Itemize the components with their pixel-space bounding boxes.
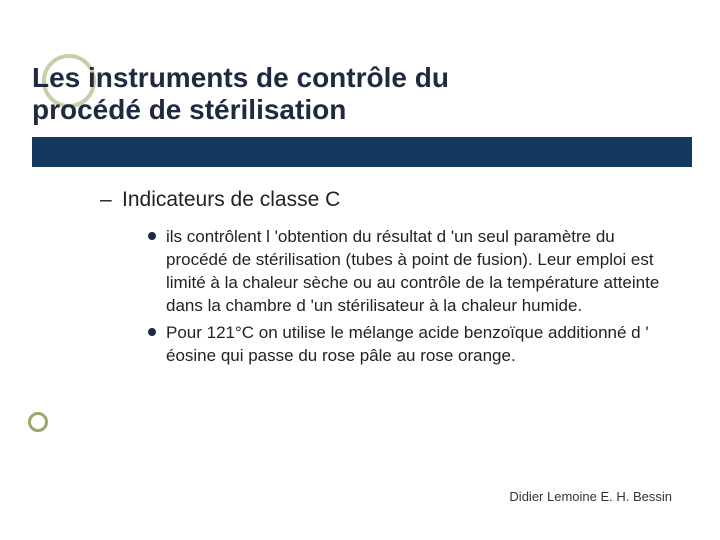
bullet-icon xyxy=(148,232,156,240)
subheading-row: – Indicateurs de classe C xyxy=(100,188,660,212)
title-line-2: procédé de stérilisation xyxy=(32,94,672,126)
bullet-icon xyxy=(148,328,156,336)
bullet-text-1: ils contrôlent l 'obtention du résultat … xyxy=(166,226,660,318)
subheading-text: Indicateurs de classe C xyxy=(122,188,340,212)
list-item: ils contrôlent l 'obtention du résultat … xyxy=(148,226,660,318)
title-underline xyxy=(32,137,692,167)
slide-title: Les instruments de contrôle du procédé d… xyxy=(32,62,672,126)
footer-text: Didier Lemoine E. H. Bessin xyxy=(509,489,672,504)
bullet-list: ils contrôlent l 'obtention du résultat … xyxy=(148,226,660,368)
bullet-text-2: Pour 121°C on utilise le mélange acide b… xyxy=(166,322,660,368)
content-area: – Indicateurs de classe C ils contrôlent… xyxy=(100,188,660,372)
list-item: Pour 121°C on utilise le mélange acide b… xyxy=(148,322,660,368)
title-line-1: Les instruments de contrôle du xyxy=(32,62,672,94)
accent-circle-small xyxy=(28,412,48,432)
dash-bullet: – xyxy=(100,188,110,212)
